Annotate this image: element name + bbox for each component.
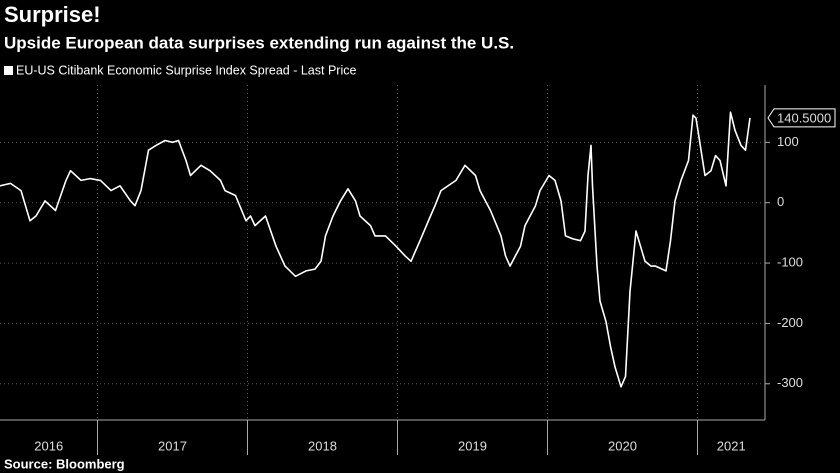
legend-label: EU-US Citibank Economic Surprise Index S…: [16, 63, 356, 77]
x-tick-label: 2021: [717, 438, 746, 453]
x-tick-label: 2020: [608, 438, 637, 453]
y-tick-label: -100: [777, 255, 803, 270]
legend-swatch: [4, 66, 13, 75]
last-price-box: [767, 108, 836, 128]
y-tick-label: 0: [777, 194, 784, 209]
x-tick-label: 2017: [158, 438, 187, 453]
y-tick-label: -200: [777, 315, 803, 330]
y-tick-label: 100: [777, 134, 799, 149]
source: Source: Bloomberg: [4, 456, 125, 471]
y-tick-label: -300: [777, 375, 803, 390]
chart-subtitle: Upside European data surprises extending…: [4, 33, 514, 52]
data-line: [0, 111, 751, 388]
last-price-label: 140.5000: [777, 110, 831, 125]
x-tick-label: 2016: [34, 438, 63, 453]
x-tick-label: 2019: [458, 438, 487, 453]
chart-title: Surprise!: [4, 2, 101, 27]
x-tick-label: 2018: [308, 438, 337, 453]
